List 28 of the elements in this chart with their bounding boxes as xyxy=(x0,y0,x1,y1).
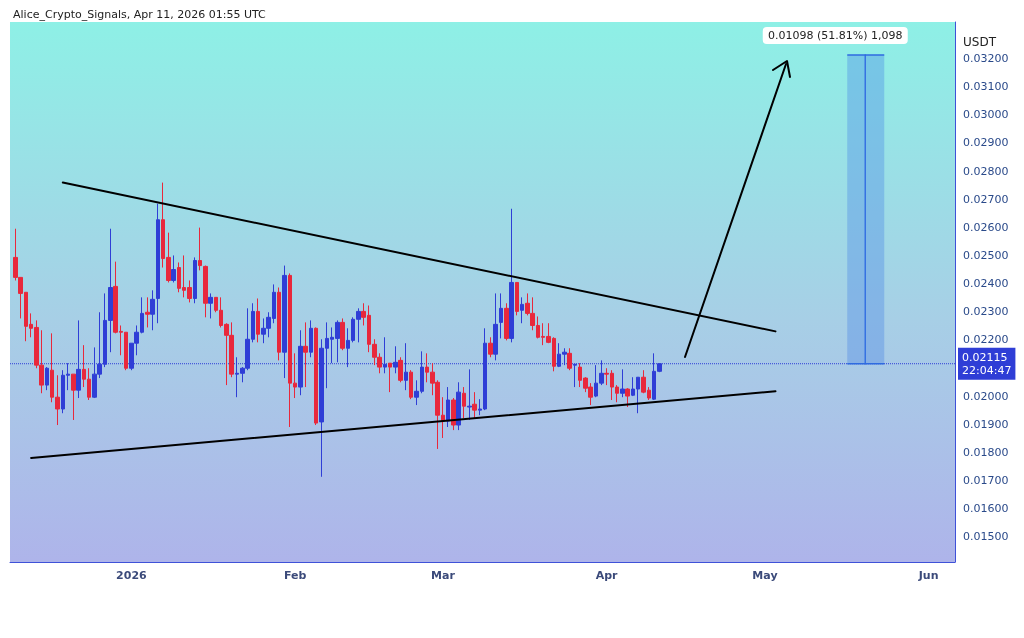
text: 22:04:47 xyxy=(962,363,1012,377)
y-tick-label: 0.02600 xyxy=(963,220,1009,234)
y-axis-title: USDT xyxy=(963,35,997,49)
y-tick-label: 0.01700 xyxy=(963,473,1009,487)
y-tick-label: 0.02400 xyxy=(963,277,1009,291)
y-tick-label: 0.01900 xyxy=(963,417,1009,431)
x-tick-label: Jun xyxy=(917,569,939,582)
y-tick-label: 0.03100 xyxy=(963,80,1009,94)
x-tick-label: 2026 xyxy=(116,569,148,582)
y-tick-label: 0.01500 xyxy=(963,530,1009,544)
y-tick-label: 0.03000 xyxy=(963,108,1009,122)
y-tick-label: 0.02300 xyxy=(963,305,1009,319)
x-tick-label: May xyxy=(752,569,778,582)
y-tick-label: 0.01600 xyxy=(963,502,1009,516)
y-tick-label: 0.02000 xyxy=(963,389,1009,403)
y-tick-label: 0.02700 xyxy=(963,192,1009,206)
annotation: 0.01098 (51.81%) 1,098 xyxy=(763,26,908,44)
chart-title: Alice_Crypto_Signals, Apr 11, 2026 01:55 UTC xyxy=(13,8,267,21)
y-tick-label: 0.01800 xyxy=(963,445,1009,459)
y-tick-label: 0.02200 xyxy=(963,333,1009,347)
y-tick-label: 0.03200 xyxy=(963,52,1009,66)
y-tick-label: 0.02500 xyxy=(963,248,1009,262)
x-tick-label: Mar xyxy=(431,569,456,582)
ref-line-label: 0.02115 xyxy=(962,350,1008,364)
y-tick-label: 0.02800 xyxy=(963,164,1009,178)
y-tick-label: 0.02900 xyxy=(963,136,1009,150)
x-tick-label: Apr xyxy=(595,569,619,582)
x-tick-label: Feb xyxy=(283,569,307,582)
